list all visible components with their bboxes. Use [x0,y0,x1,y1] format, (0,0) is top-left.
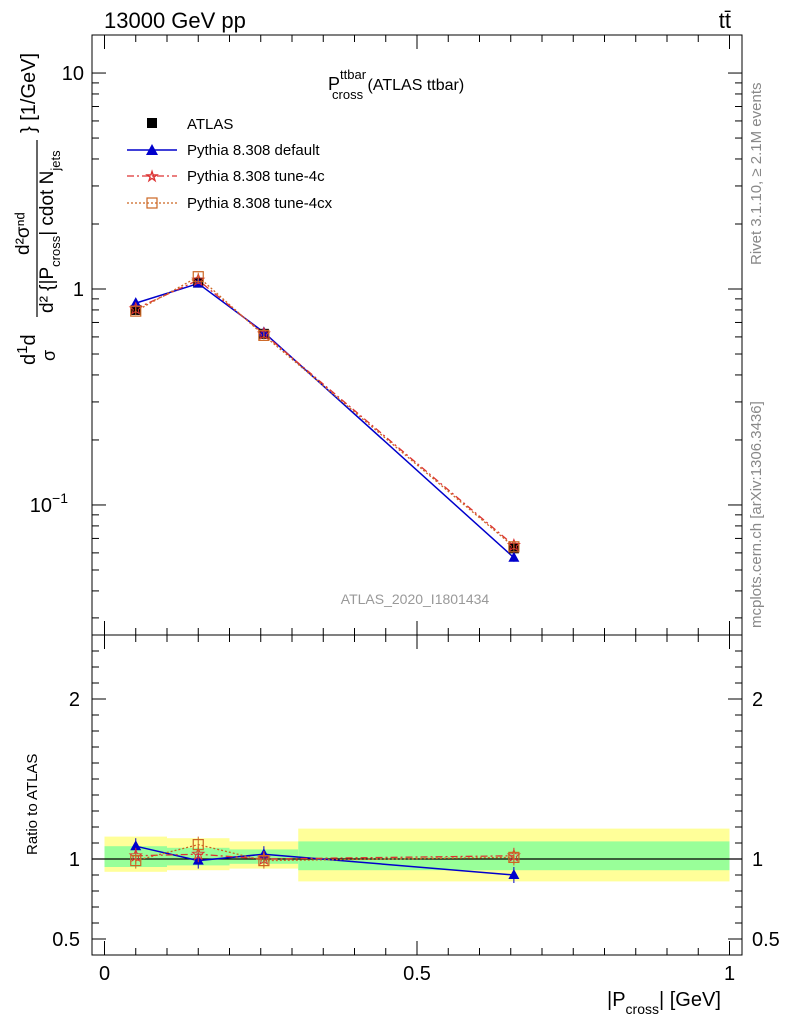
ylabel-den-mid: | cdot N [37,171,58,236]
ratio-point [191,846,206,861]
data-point [130,305,142,317]
main-data [128,271,521,562]
main-ytick-label: 10 [62,63,84,85]
ylabel-unit: } [1/GeV] [18,53,40,133]
xlabel-sub: cross [626,1001,659,1017]
ratio-ytick-label-right: 0.5 [752,929,780,951]
data-point [258,329,270,341]
series-line-1 [135,282,515,559]
ratio-point [258,854,270,867]
ratio-line-1 [135,853,514,860]
xlabel-main: |P [607,989,626,1011]
legend-marker-default [146,144,158,155]
series-line-2 [135,279,515,546]
ylabel-den-sub: cross [48,235,63,267]
main-axes: 10−1 1 10 [30,35,742,635]
legend-marker-tune4c: ☆ [146,168,159,184]
legend-label-atlas: ATLAS [187,116,233,133]
title-main: P [328,74,340,94]
ylabel-d2: d [18,334,40,345]
ratio-point [130,854,142,867]
ratio-point [508,869,520,879]
ratio-bands [92,828,742,882]
data-point [191,272,206,287]
ratio-xtick-label: 1 [724,963,735,985]
data-point [508,551,520,562]
ratio-line-0 [135,845,514,876]
legend-label-tune4c: Pythia 8.308 tune-4c [187,168,325,185]
main-ytick-label: 10−1 [30,490,68,517]
xlabel: |Pcross| [GeV] [607,989,721,1017]
ratio-ytick-label: 0.5 [52,929,80,951]
ratio-xtick-label: 0 [99,963,110,985]
legend-label-default: Pythia 8.308 default [187,142,320,159]
ratio-data [128,836,521,883]
ratio-ytick-label: 1 [69,849,80,871]
ratio-ytick-label: 2 [69,689,80,711]
ylabel-den: d² {|Pcross| cdot Njets [37,150,63,313]
rivet-label: Rivet 3.1.10, ≥ 2.1M events [748,83,765,266]
ratio-ytick-label-right: 2 [752,689,763,711]
ratio-point [130,840,142,851]
mcplots-label: mcplots.cern.ch [arXiv:1306.3436] [748,401,765,628]
ylabel-frac: 1 [14,346,31,354]
plot-title: Pttbar cross (ATLAS ttbar) [328,67,464,102]
legend-label-tune4cx: Pythia 8.308 tune-4cx [187,195,333,212]
ratio-ylabel: Ratio to ATLAS [24,754,41,855]
ratio-ytick-label-right: 1 [752,849,763,871]
title-sub: cross [332,87,364,102]
ylabel-sigma: σ [39,350,59,361]
legend-marker-atlas [147,118,157,128]
data-point [508,541,520,553]
ratio-axes: 0 0.5 1 0.5 0.5 1 1 2 2 [52,634,780,985]
ratio-point [192,838,204,851]
main-ylabel: d1d σ d² {|Pcross| cdot Njets d²σⁿᵈ } [1… [13,53,63,365]
ratio-plot-frame [91,634,743,956]
title-sup: ttbar [340,67,367,82]
ratio-xtick-label: 0.5 [403,963,431,985]
ylabel-den-main: d² {|P [37,267,58,313]
ratio-point [508,851,520,864]
ylabel-d: d [18,354,40,365]
svg-text:d1d: d1d [14,334,40,365]
title-suffix: (ATLAS ttbar) [363,77,464,94]
xlabel-rest: | [GeV] [659,989,721,1011]
data-point [192,271,204,283]
header-left: 13000 GeV pp [104,8,246,33]
ylabel-num: d²σⁿᵈ [13,212,34,255]
header-right: tt̄ [719,8,731,33]
ylabel-den-sub2: jets [48,150,63,172]
ratio-line-2 [135,843,514,862]
legend-marker-tune4cx [146,197,158,209]
analysis-watermark: ATLAS_2020_I1801434 [341,591,490,607]
main-ytick-label: 1 [73,279,84,301]
legend: ATLAS Pythia 8.308 default ☆ Pythia 8.30… [127,116,333,212]
